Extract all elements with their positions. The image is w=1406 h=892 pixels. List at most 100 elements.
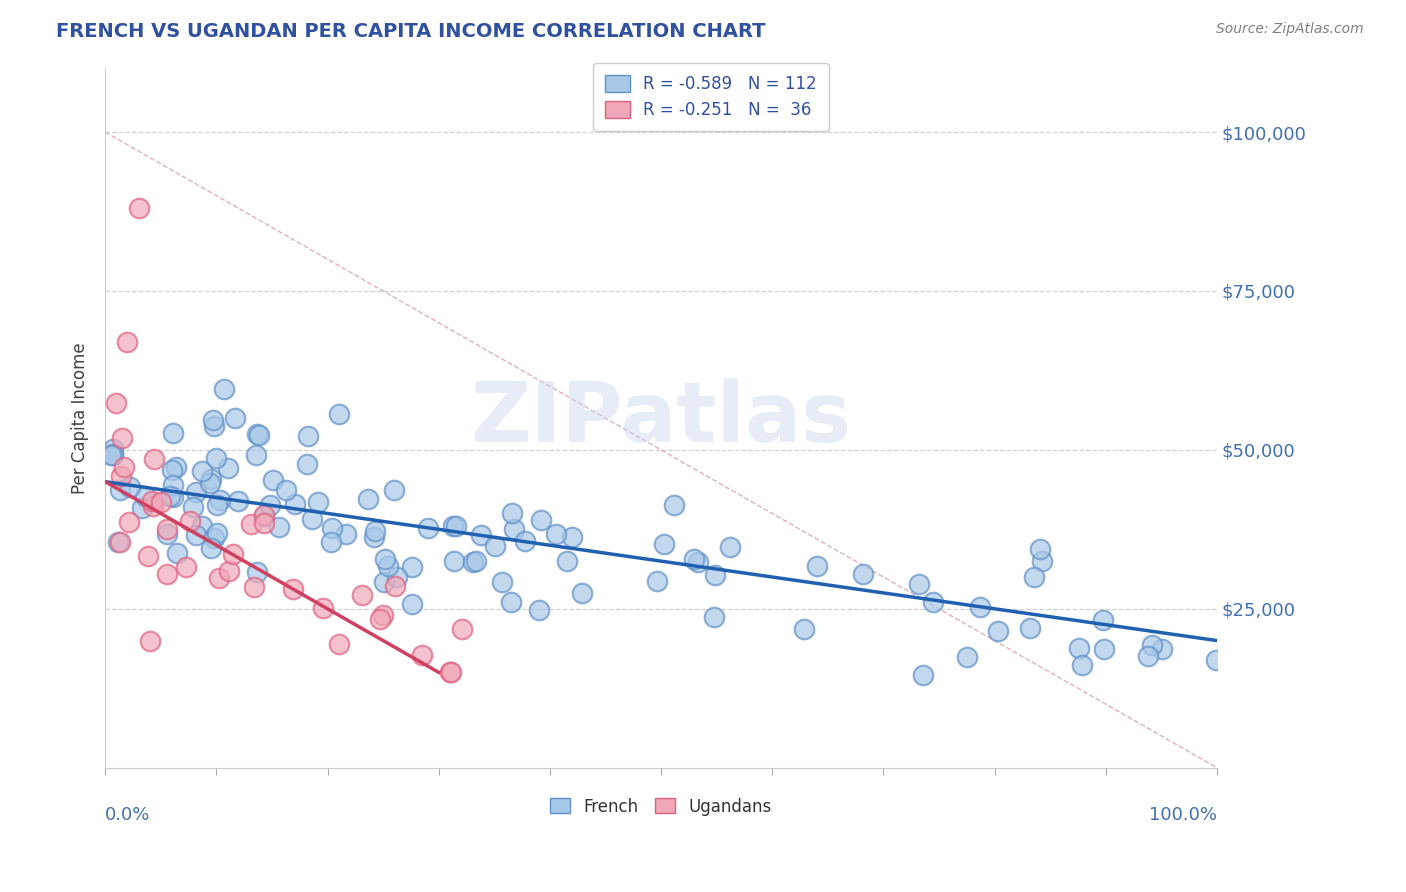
Point (156, 566, 179, 581)
Point (246, 426, 269, 441)
Point (515, 534, 537, 549)
Point (806, 559, 828, 574)
Point (105, 396, 128, 410)
Point (793, 622, 815, 636)
Point (222, 547, 245, 561)
Point (162, 425, 184, 440)
Point (138, 633, 160, 648)
Point (645, 574, 668, 588)
Point (907, 577, 929, 591)
Point (544, 527, 567, 541)
Y-axis label: Per Capita Income: Per Capita Income (72, 343, 89, 494)
Point (503, 522, 526, 536)
Point (202, 531, 225, 545)
Point (200, 541, 222, 556)
Point (499, 595, 522, 609)
Point (200, 472, 222, 486)
Point (1137, 649, 1160, 664)
Point (149, 494, 172, 508)
Point (205, 498, 228, 512)
Point (103, 442, 125, 456)
Point (156, 522, 179, 536)
Point (165, 460, 187, 475)
Point (1205, 653, 1227, 667)
Point (373, 608, 395, 623)
Point (922, 595, 945, 609)
Point (107, 535, 129, 549)
Point (191, 464, 214, 478)
Point (111, 431, 134, 445)
Text: Source: ZipAtlas.com: Source: ZipAtlas.com (1216, 22, 1364, 37)
Point (301, 512, 323, 526)
Point (703, 610, 725, 624)
Point (1070, 657, 1092, 672)
Point (208, 493, 231, 508)
Point (440, 665, 463, 680)
Point (162, 490, 184, 504)
Point (411, 648, 433, 663)
Point (205, 525, 228, 540)
Point (108, 534, 131, 549)
Point (284, 497, 307, 511)
Point (186, 528, 208, 542)
Point (444, 519, 467, 533)
Point (128, 202, 150, 216)
Point (1067, 640, 1090, 655)
Point (363, 530, 385, 544)
Point (1140, 638, 1163, 652)
Point (377, 559, 399, 574)
Point (401, 560, 423, 574)
Point (224, 411, 246, 425)
Point (1024, 570, 1046, 584)
Point (226, 494, 249, 508)
Point (166, 546, 188, 560)
Point (274, 483, 297, 497)
Point (142, 500, 165, 514)
Point (156, 527, 179, 541)
Point (439, 665, 461, 680)
Point (118, 515, 141, 529)
Point (117, 334, 139, 349)
Point (418, 521, 440, 535)
Point (101, 446, 124, 460)
Point (1092, 642, 1115, 657)
Point (200, 475, 222, 490)
Text: FRENCH VS UGANDAN PER CAPITA INCOME CORRELATION CHART: FRENCH VS UGANDAN PER CAPITA INCOME CORR… (56, 22, 766, 41)
Point (159, 489, 181, 503)
Point (110, 469, 132, 483)
Point (491, 574, 513, 589)
Point (201, 413, 224, 427)
Point (441, 518, 464, 533)
Point (181, 500, 204, 515)
Legend: French, Ugandans: French, Ugandans (544, 791, 779, 822)
Point (652, 537, 675, 551)
Point (335, 526, 357, 541)
Point (114, 460, 136, 475)
Point (450, 622, 472, 636)
Point (259, 498, 281, 512)
Point (385, 570, 408, 584)
Point (912, 668, 935, 682)
Point (179, 514, 201, 528)
Point (352, 588, 374, 602)
Point (465, 554, 488, 568)
Point (368, 612, 391, 626)
Point (328, 407, 350, 421)
Point (297, 429, 319, 443)
Point (184, 485, 207, 500)
Point (1029, 541, 1052, 556)
Point (253, 508, 276, 523)
Point (1091, 613, 1114, 627)
Point (218, 564, 240, 578)
Point (246, 565, 269, 579)
Point (118, 479, 141, 493)
Point (262, 474, 284, 488)
Point (384, 579, 406, 593)
Point (1019, 621, 1042, 635)
Point (484, 539, 506, 553)
Point (527, 603, 550, 617)
Point (470, 528, 492, 542)
Point (217, 461, 239, 475)
Point (373, 574, 395, 589)
Point (683, 552, 706, 566)
